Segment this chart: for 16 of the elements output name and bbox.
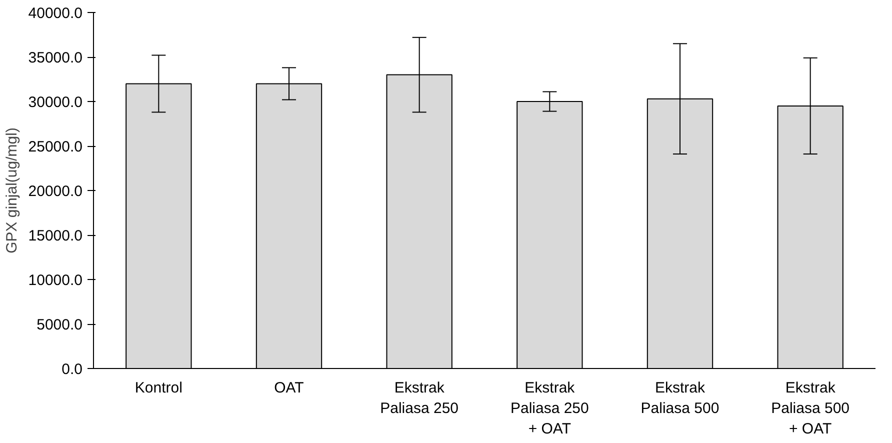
x-tick-label: Kontrol <box>134 380 182 396</box>
x-tick-label: Ekstrak Paliasa 500 <box>640 380 720 417</box>
y-tick-label: 30000.0 <box>28 94 83 111</box>
y-tick-label: 25000.0 <box>28 138 83 156</box>
x-tick-label: Ekstrak Paliasa 250 <box>380 380 459 417</box>
y-tick-label: 35000.0 <box>28 50 83 66</box>
x-tick-label: OAT <box>274 380 304 396</box>
y-tick-label: 40000.0 <box>28 5 83 22</box>
y-tick-label: 0.0 <box>62 361 83 378</box>
y-axis-title: GPX ginjal(ug/mgl) <box>3 128 20 254</box>
y-tick-label: 20000.0 <box>28 183 83 200</box>
x-tick-label: Ekstrak Paliasa 500 + OAT <box>771 380 850 438</box>
y-tick-label: 15000.0 <box>28 228 83 244</box>
y-tick-label: 10000.0 <box>28 272 83 289</box>
y-tick-label: 5000.0 <box>36 316 83 334</box>
x-tick-label: Ekstrak Paliasa 250 + OAT <box>510 380 589 438</box>
